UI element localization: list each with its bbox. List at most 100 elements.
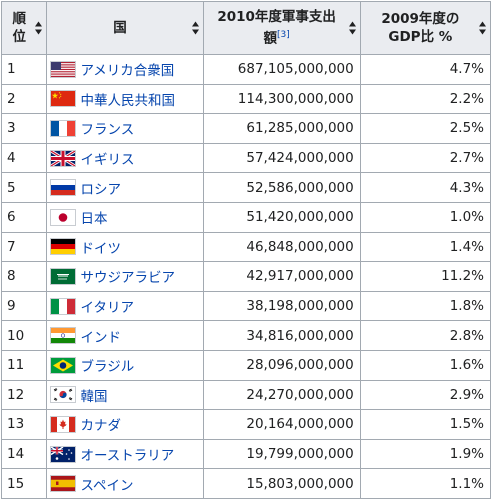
country-link[interactable]: オーストラリア [80,448,175,465]
spending-cell: 52,586,000,000 [202,172,361,203]
spending-header-label: 2010年度軍事支出額 [217,9,336,47]
table-row: 15 スペイン 15,803,000,000 1.1% [0,468,492,499]
spending-cell: 687,105,000,000 [202,54,361,85]
table-row: 13 カナダ 20,164,000,000 1.5% [0,409,492,440]
country-cell: サウジアラビア [46,261,204,292]
spending-cell: 34,816,000,000 [202,320,361,351]
rank-cell: 5 [0,172,48,203]
australia-flag-icon [50,445,77,463]
header-row: 順位 国 2010年度軍事支出額[3] 2009年度の GDP比 % [0,1,492,55]
spain-flag-icon [50,475,77,493]
sort-icon[interactable] [35,21,43,35]
table-row: 1 アメリカ合衆国 687,105,000,000 4.7% [0,54,492,85]
spending-column-header[interactable]: 2010年度軍事支出額[3] [202,1,361,55]
japan-flag-icon [50,208,77,226]
reference-link[interactable]: [3] [277,30,290,41]
country-column-header[interactable]: 国 [46,1,204,55]
gdp-cell: 1.1% [359,468,492,499]
gdp-cell: 1.8% [359,290,492,322]
country-link[interactable]: スペイン [80,477,134,494]
sort-icon[interactable] [191,21,199,35]
country-header-label: 国 [113,20,127,36]
rank-cell: 11 [0,349,48,381]
country-link[interactable]: ロシア [80,181,121,198]
country-link[interactable]: カナダ [80,418,121,435]
gdp-cell: 11.2% [359,261,492,292]
country-cell: 日本 [46,201,204,233]
rank-cell: 6 [0,201,48,233]
india-flag-icon [50,327,77,345]
spending-cell: 42,917,000,000 [202,261,361,292]
country-link[interactable]: インド [80,329,121,346]
sort-icon[interactable] [479,21,486,35]
country-cell: カナダ [46,409,204,440]
spending-cell: 24,270,000,000 [202,379,361,411]
table-row: 14 オーストラリア 19,799,000,000 1.9% [0,438,492,470]
gdp-header-label: 2009年度の GDP比 % [381,11,460,45]
gdp-cell: 4.7% [359,54,492,85]
rank-cell: 12 [0,379,48,411]
spending-cell: 61,285,000,000 [202,113,361,144]
rank-cell: 15 [0,468,48,499]
table-row: 7 ドイツ 46,848,000,000 1.4% [0,231,492,263]
country-link[interactable]: イタリア [80,300,134,317]
gdp-cell: 2.9% [359,379,492,411]
gdp-cell: 2.7% [359,142,492,174]
country-cell: フランス [46,113,204,144]
gdp-cell: 2.2% [359,83,492,115]
country-link[interactable]: サウジアラビア [80,270,175,287]
canada-flag-icon [50,415,77,433]
table-row: 2 中華人民共和国 114,300,000,000 2.2% [0,83,492,115]
gdp-cell: 2.8% [359,320,492,351]
gdp-cell: 1.5% [359,409,492,440]
country-link[interactable]: ドイツ [80,240,121,257]
country-link[interactable]: 中華人民共和国 [80,92,175,109]
country-link[interactable]: イギリス [80,152,135,169]
country-link[interactable]: ブラジル [80,359,135,376]
usa-flag-icon [50,60,77,78]
rank-header-label: 順位 [12,11,26,45]
spending-cell: 38,198,000,000 [202,290,361,322]
germany-flag-icon [50,238,77,256]
country-cell: インド [46,320,204,351]
rank-cell: 8 [0,261,48,292]
rank-cell: 4 [0,142,48,174]
gdp-cell: 1.0% [359,201,492,233]
country-link[interactable]: 韓国 [80,388,108,405]
spending-cell: 15,803,000,000 [202,468,361,499]
country-cell: イタリア [46,290,204,322]
table-row: 4 イギリス 57,424,000,000 2.7% [0,142,492,174]
rank-cell: 14 [0,438,48,470]
italy-flag-icon [50,297,77,315]
brazil-flag-icon [50,356,77,374]
country-link[interactable]: アメリカ合衆国 [80,63,175,80]
rank-cell: 1 [0,54,48,85]
table-row: 5 ロシア 52,586,000,000 4.3% [0,172,492,203]
gdp-cell: 2.5% [359,113,492,144]
table-row: 12 韓国 24,270,000,000 2.9% [0,379,492,411]
gdp-cell: 1.6% [359,349,492,381]
rank-cell: 10 [0,320,48,351]
russia-flag-icon [50,179,77,197]
table-row: 8 サウジアラビア 42,917,000,000 11.2% [0,261,492,292]
gdp-column-header[interactable]: 2009年度の GDP比 % [359,1,492,55]
sort-icon[interactable] [348,21,356,35]
spending-cell: 57,424,000,000 [202,142,361,174]
table-row: 10 インド 34,816,000,000 2.8% [0,320,492,351]
rank-cell: 13 [0,409,48,440]
table-row: 3 フランス 61,285,000,000 2.5% [0,113,492,144]
country-cell: ブラジル [46,349,204,381]
spending-cell: 114,300,000,000 [202,83,361,115]
table-row: 11 ブラジル 28,096,000,000 1.6% [0,349,492,381]
country-cell: アメリカ合衆国 [46,54,204,85]
spending-cell: 19,799,000,000 [202,438,361,470]
france-flag-icon [50,119,77,137]
country-cell: オーストラリア [46,438,204,470]
rank-column-header[interactable]: 順位 [0,1,48,55]
spending-cell: 46,848,000,000 [202,231,361,263]
country-cell: ドイツ [46,231,204,263]
country-cell: スペイン [46,468,204,499]
country-link[interactable]: フランス [80,122,135,139]
country-link[interactable]: 日本 [80,211,108,228]
gdp-cell: 1.4% [359,231,492,263]
